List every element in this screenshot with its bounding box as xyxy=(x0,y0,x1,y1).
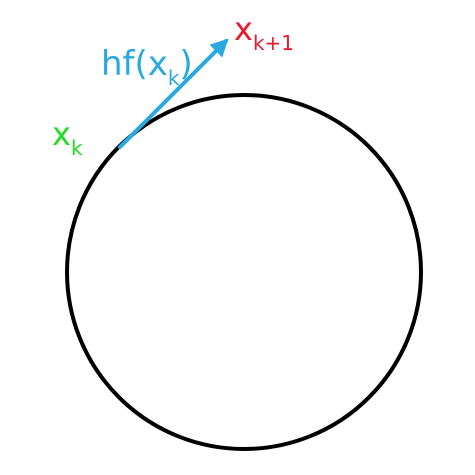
step-label: hf(xk) xyxy=(101,44,193,90)
current-point-label-base: x xyxy=(52,115,71,153)
step-label-prefix: hf( xyxy=(101,44,148,84)
step-label-sub: k xyxy=(168,66,180,90)
next-point-label-base: x xyxy=(234,10,253,48)
step-vector-arrow xyxy=(118,38,229,149)
current-point-label-sub: k xyxy=(71,136,83,160)
step-label-suffix: ) xyxy=(180,44,193,84)
next-point-label-sub: k+1 xyxy=(253,31,294,55)
step-label-base: x xyxy=(148,44,168,84)
next-point-label: xk+1 xyxy=(234,10,294,55)
current-point-label: xk xyxy=(52,115,83,160)
circle-trajectory xyxy=(65,93,423,451)
